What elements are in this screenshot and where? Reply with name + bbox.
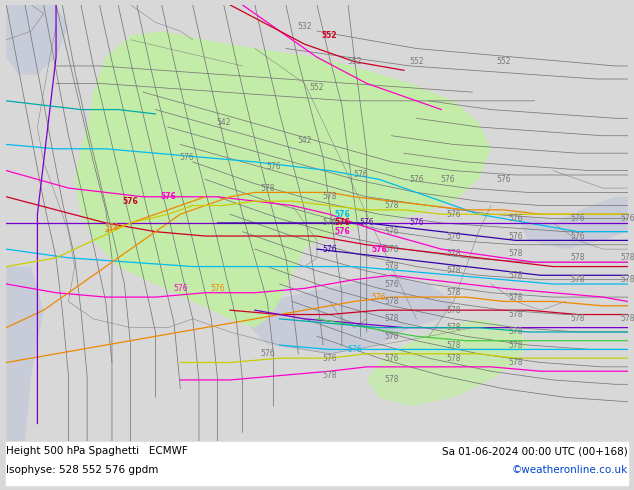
- Text: 576: 576: [571, 214, 585, 223]
- Polygon shape: [242, 275, 454, 354]
- Polygon shape: [75, 31, 491, 328]
- Text: 576: 576: [384, 227, 399, 236]
- Text: 576: 576: [359, 219, 374, 227]
- Text: 576: 576: [409, 219, 424, 227]
- Text: 576: 576: [384, 279, 399, 289]
- Text: 552: 552: [347, 57, 361, 66]
- Text: 576: 576: [322, 245, 337, 254]
- Text: Height 500 hPa Spaghetti   ECMWF: Height 500 hPa Spaghetti ECMWF: [6, 446, 188, 456]
- Text: 542: 542: [217, 118, 231, 127]
- Text: 578: 578: [384, 262, 399, 271]
- Text: 578: 578: [508, 358, 523, 367]
- Text: 578: 578: [571, 315, 585, 323]
- Text: ©weatheronline.co.uk: ©weatheronline.co.uk: [512, 465, 628, 475]
- Text: Isophyse: 528 552 576 gpdm: Isophyse: 528 552 576 gpdm: [6, 465, 158, 475]
- Text: 576: 576: [496, 175, 511, 184]
- Text: 576: 576: [322, 219, 337, 227]
- Text: 578: 578: [508, 293, 523, 301]
- Text: 576: 576: [210, 284, 225, 293]
- Text: 578: 578: [384, 245, 399, 254]
- Text: 552: 552: [321, 31, 337, 40]
- Text: 578: 578: [508, 249, 523, 258]
- Text: 542: 542: [297, 136, 312, 145]
- Polygon shape: [6, 267, 44, 441]
- Text: 576: 576: [123, 196, 138, 206]
- Text: 578: 578: [446, 306, 461, 315]
- Text: 578: 578: [384, 201, 399, 210]
- Text: 576: 576: [571, 232, 585, 241]
- Text: 578: 578: [446, 288, 461, 297]
- Text: 552: 552: [409, 57, 424, 66]
- Text: 576: 576: [440, 175, 455, 184]
- Text: 578: 578: [446, 249, 461, 258]
- Text: 576: 576: [322, 354, 337, 363]
- Text: 576: 576: [372, 293, 387, 301]
- Text: 552: 552: [496, 57, 510, 66]
- Text: 576: 576: [347, 345, 361, 354]
- Text: 578: 578: [384, 315, 399, 323]
- Polygon shape: [6, 5, 68, 74]
- Text: 578: 578: [105, 223, 119, 232]
- Bar: [6, 442, 628, 485]
- Text: 578: 578: [508, 271, 523, 280]
- Text: 578: 578: [322, 371, 337, 380]
- Polygon shape: [366, 319, 528, 406]
- Text: 578: 578: [508, 341, 523, 349]
- Text: 576: 576: [446, 210, 461, 219]
- Text: 576: 576: [334, 219, 350, 227]
- Text: 578: 578: [384, 375, 399, 385]
- Text: 532: 532: [297, 22, 312, 31]
- Text: 576: 576: [620, 214, 634, 223]
- Text: 578: 578: [621, 253, 634, 262]
- Text: 578: 578: [384, 297, 399, 306]
- Text: 578: 578: [508, 310, 523, 319]
- Text: 578: 578: [446, 354, 461, 363]
- Polygon shape: [516, 197, 628, 249]
- Text: 576: 576: [334, 227, 350, 236]
- Text: 576: 576: [384, 354, 399, 363]
- Text: 578: 578: [621, 275, 634, 284]
- Text: 576: 576: [409, 175, 424, 184]
- Text: Sa 01-06-2024 00:00 UTC (00+168): Sa 01-06-2024 00:00 UTC (00+168): [442, 446, 628, 456]
- Text: 576: 576: [372, 245, 387, 254]
- Text: 578: 578: [260, 184, 275, 193]
- Text: 576: 576: [508, 214, 523, 223]
- Text: 576: 576: [173, 284, 188, 293]
- Text: 576: 576: [266, 162, 281, 171]
- Text: 578: 578: [508, 327, 523, 337]
- Text: 578: 578: [384, 332, 399, 341]
- Text: 576: 576: [334, 210, 350, 219]
- Text: 578: 578: [446, 323, 461, 332]
- Text: 576: 576: [179, 153, 194, 162]
- Text: 578: 578: [571, 253, 585, 262]
- Text: 578: 578: [446, 267, 461, 275]
- Text: 578: 578: [621, 315, 634, 323]
- Text: 576: 576: [160, 192, 176, 201]
- Text: 576: 576: [446, 232, 461, 241]
- Text: 578: 578: [571, 275, 585, 284]
- Text: 576: 576: [353, 171, 368, 179]
- Text: 576: 576: [260, 349, 275, 358]
- Text: 578: 578: [322, 192, 337, 201]
- Text: 552: 552: [310, 83, 324, 92]
- Text: 578: 578: [446, 341, 461, 349]
- Text: 576: 576: [508, 232, 523, 241]
